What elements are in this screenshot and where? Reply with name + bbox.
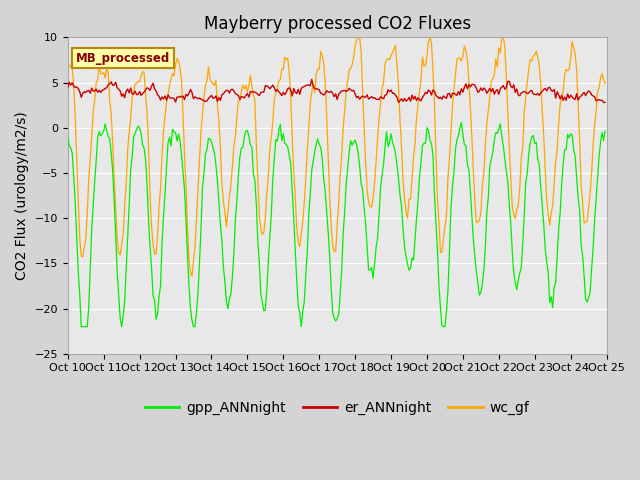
er_ANNnight [308, 77, 316, 83]
er_ANNnight [395, 99, 403, 105]
wc_gf [244, 89, 252, 95]
gpp_ANNnight [244, 128, 252, 133]
er_ANNnight [130, 91, 138, 97]
er_ANNnight [224, 87, 232, 93]
er_ANNnight [64, 85, 72, 91]
wc_gf [253, 142, 260, 148]
Legend: gpp_ANNnight, er_ANNnight, wc_gf: gpp_ANNnight, er_ANNnight, wc_gf [139, 396, 535, 421]
wc_gf [355, 35, 362, 40]
wc_gf [574, 101, 582, 107]
wc_gf [225, 193, 233, 199]
Line: wc_gf: wc_gf [68, 37, 605, 276]
er_ANNnight [251, 89, 259, 95]
er_ANNnight [242, 93, 250, 98]
gpp_ANNnight [458, 120, 465, 125]
er_ANNnight [299, 84, 307, 90]
Text: MB_processed: MB_processed [76, 51, 170, 65]
er_ANNnight [601, 99, 609, 105]
wc_gf [188, 273, 196, 279]
gpp_ANNnight [253, 201, 260, 207]
gpp_ANNnight [574, 195, 582, 201]
wc_gf [300, 199, 308, 205]
Title: Mayberry processed CO2 Fluxes: Mayberry processed CO2 Fluxes [204, 15, 471, 33]
wc_gf [64, 67, 72, 72]
Line: gpp_ANNnight: gpp_ANNnight [68, 122, 605, 326]
wc_gf [130, 89, 138, 95]
gpp_ANNnight [601, 128, 609, 134]
gpp_ANNnight [131, 131, 139, 136]
er_ANNnight [574, 97, 582, 103]
gpp_ANNnight [64, 134, 72, 140]
gpp_ANNnight [225, 296, 233, 302]
Line: er_ANNnight: er_ANNnight [68, 80, 605, 102]
gpp_ANNnight [300, 299, 308, 305]
Y-axis label: CO2 Flux (urology/m2/s): CO2 Flux (urology/m2/s) [15, 111, 29, 280]
wc_gf [601, 81, 609, 86]
gpp_ANNnight [77, 324, 85, 329]
